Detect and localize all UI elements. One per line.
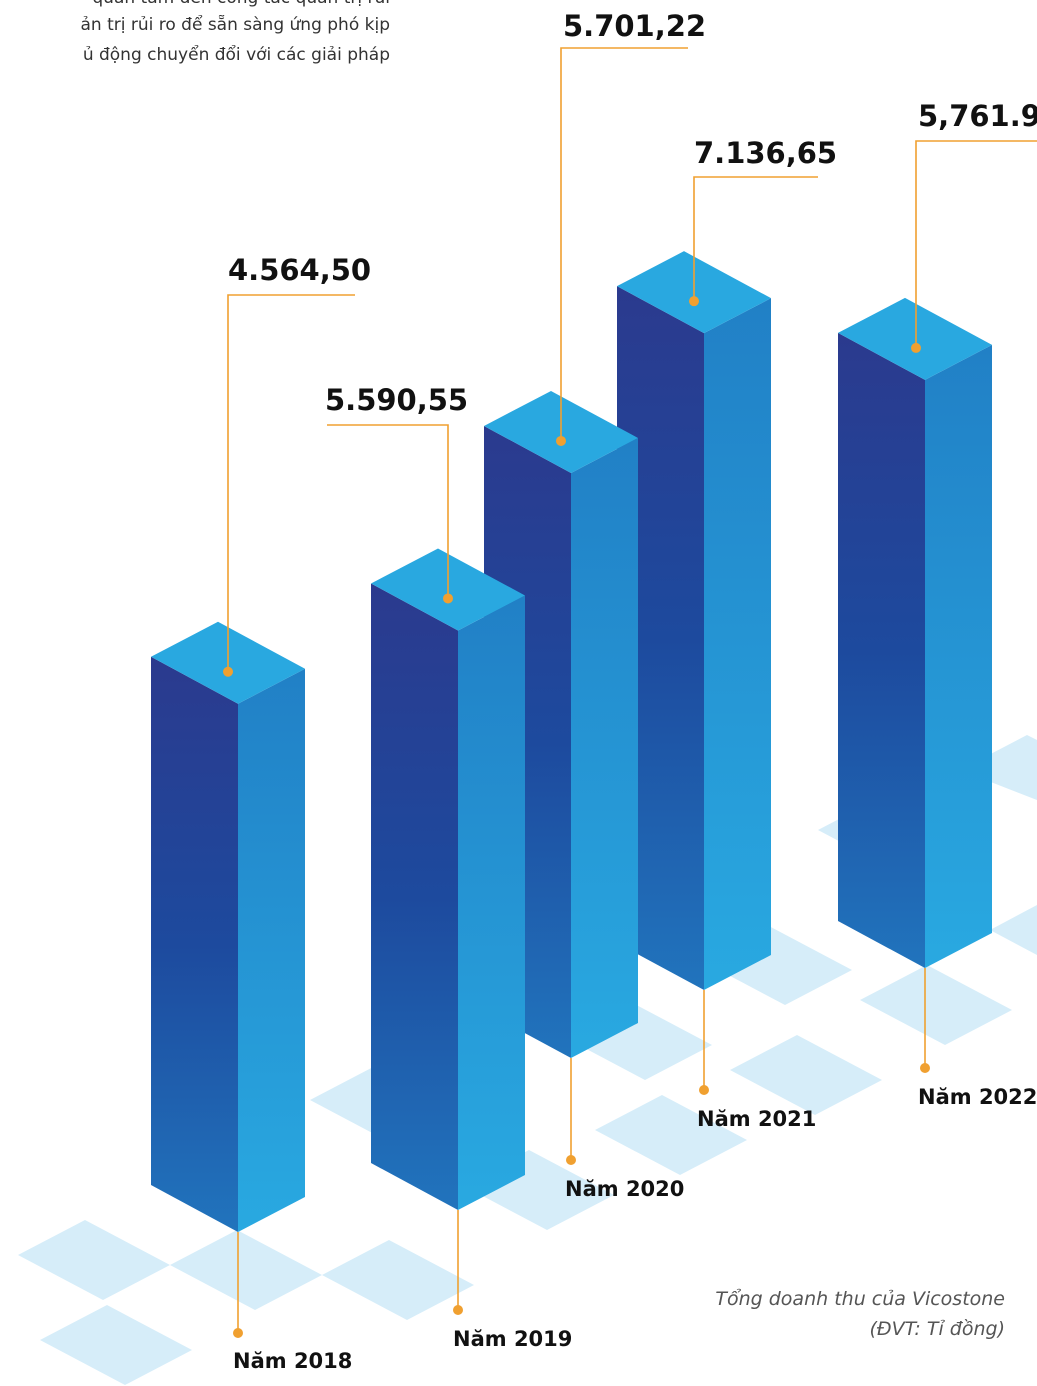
category-label: Năm 2020 — [565, 1177, 684, 1201]
leader-dot — [920, 1063, 930, 1073]
intro-line: ủ động chuyển đổi với các giải pháp — [83, 44, 390, 65]
leader-dot — [699, 1085, 709, 1095]
bars: 5,761.95 Năm 2022 7.136,65 Năm 2021 5.701,22… — [151, 9, 1037, 1373]
intro-line: ản trị rủi ro để sẵn sàng ứng phó kịp — [80, 14, 390, 35]
leader-line — [327, 424, 449, 599]
value-label: 4.564,50 — [228, 253, 371, 287]
bar-front — [371, 583, 458, 1210]
leader-dot — [556, 435, 566, 446]
bar-front — [838, 332, 925, 969]
caption: (ĐVT: Tỉ đồng) — [869, 1318, 1005, 1340]
leader-line — [227, 294, 355, 672]
caption: Tổng doanh thu của Vicostone — [715, 1288, 1005, 1310]
leader-dot — [911, 342, 921, 353]
leader-dot — [223, 666, 233, 677]
leader-dot — [566, 1155, 576, 1165]
leader-line — [560, 47, 688, 441]
leader-line — [693, 176, 818, 302]
bar-side — [238, 668, 305, 1232]
category-label: Năm 2019 — [453, 1327, 572, 1351]
bar-side — [704, 298, 771, 991]
category-label: Năm 2021 — [697, 1107, 816, 1131]
bar-side — [925, 344, 992, 969]
bar-top — [838, 297, 992, 380]
value-label: 5,761.95 — [918, 99, 1037, 133]
leader-line — [915, 140, 1037, 348]
category-label: Năm 2018 — [233, 1349, 352, 1373]
value-label: 5.701,22 — [563, 9, 706, 43]
bar-side — [458, 595, 525, 1210]
leader-dot — [233, 1328, 243, 1338]
bar-side — [571, 437, 638, 1059]
bar-front — [151, 656, 238, 1232]
value-label: 7.136,65 — [694, 136, 837, 170]
category-label: Năm 2022 — [918, 1085, 1037, 1109]
intro-text: quan tâm đến công tác quản trị rủi ản tr… — [80, 0, 390, 65]
leader-dot — [453, 1305, 463, 1315]
intro-line: quan tâm đến công tác quản trị rủi — [92, 0, 390, 8]
leader-dot — [443, 593, 453, 604]
value-label: 5.590,55 — [325, 383, 468, 417]
leader-dot — [689, 296, 699, 307]
bar-front — [617, 286, 704, 991]
